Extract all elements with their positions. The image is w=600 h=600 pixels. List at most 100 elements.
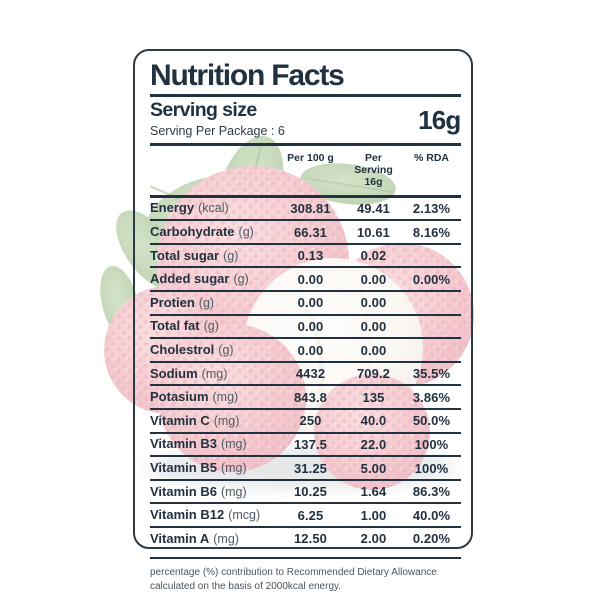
nutrient-name: Protien [150, 294, 195, 310]
nutrient-unit: (mcg) [228, 508, 261, 523]
nutrient-unit: (mg) [212, 390, 239, 405]
per-100g-value: 843.8 [293, 389, 328, 405]
per-100g-value: 31.25 [293, 460, 328, 476]
column-per-serving: Per Serving 16g [345, 153, 403, 188]
nutrient-name: Total sugar [150, 247, 220, 263]
rda-value: 8.16% [412, 224, 451, 240]
table-row: Added sugar (g) 0.00 0.00 0.00% [150, 268, 461, 293]
lychee-photo-group [100, 135, 474, 490]
table-row: Total fat (g) 0.00 0.00 [150, 316, 461, 340]
per-100g-value: 4432 [295, 366, 326, 382]
nutrient-unit: (mg) [213, 413, 240, 428]
per-100g-value: 0.00 [297, 295, 324, 311]
rda-value: 100% [414, 460, 449, 476]
serving-block: Serving size Serving Per Package : 6 16g [150, 97, 461, 140]
divider [150, 143, 461, 147]
table-row: Sodium (mg) 4432 709.2 35.5% [150, 363, 461, 387]
footnote: percentage (%) contribution to Recommend… [150, 567, 437, 593]
nutrient-unit: (g) [238, 225, 254, 240]
nutrient-label-cell: Cholestrol (g) [150, 341, 282, 359]
rda-value: 50.0% [412, 413, 451, 429]
rda-value: 35.5% [412, 366, 451, 382]
nutrient-unit: (g) [218, 343, 234, 358]
rda-value: 100% [414, 436, 449, 452]
per-serving-value: 5.00 [360, 460, 387, 476]
lychee-fruits [104, 166, 474, 490]
nutrient-label-cell: Vitamin B5 (mg) [150, 459, 282, 477]
nutrient-unit: (g) [233, 272, 249, 287]
nutrient-name: Vitamin B12 [150, 507, 225, 523]
per-100g-value: 0.00 [297, 318, 324, 334]
table-row: Vitamin B5 (mg) 31.25 5.00 100% [150, 457, 461, 481]
nutrient-name: Added sugar [150, 271, 230, 287]
serving-per-package: Serving Per Package : 6 [150, 124, 285, 139]
table-row: Vitamin A (mg) 12.50 2.00 0.20% [150, 528, 461, 550]
per-100g-value: 308.81 [290, 200, 331, 216]
nutrient-name: Energy [150, 200, 195, 216]
nutrient-label-cell: Vitamin B6 (mg) [150, 483, 282, 501]
label-title: Nutrition Facts [150, 59, 345, 92]
per-100g-value: 0.00 [297, 342, 324, 358]
nutrient-name: Vitamin A [150, 530, 210, 546]
serving-size-label: Serving size [150, 99, 257, 121]
per-100g-value: 10.25 [293, 484, 328, 500]
divider [150, 194, 461, 198]
per-100g-value: 0.00 [297, 271, 324, 287]
table-row: Vitamin B12 (mcg) 6.25 1.00 40.0% [150, 504, 461, 528]
nutrient-label-cell: Added sugar (g) [150, 270, 282, 288]
rda-value: 0.20% [412, 531, 451, 547]
table-row: Carbohydrate (g) 66.31 10.61 8.16% [150, 221, 461, 245]
nutrient-unit: (g) [198, 295, 215, 310]
divider [150, 556, 461, 560]
nutrient-label-cell: Energy (kcal) [150, 199, 282, 217]
per-serving-value: 10.61 [356, 224, 391, 240]
rda-value: 0.00% [412, 271, 451, 287]
nutrient-unit: (kcal) [198, 201, 229, 216]
per-serving-value: 0.00 [360, 271, 387, 287]
per-serving-value: 22.0 [360, 436, 387, 452]
rda-value: 2.13% [412, 200, 451, 216]
column-rda: % RDA [413, 152, 449, 165]
nutrient-name: Sodium [150, 365, 198, 381]
table-row: Vitamin B6 (mg) 10.25 1.64 86.3% [150, 481, 461, 505]
nutrient-label-cell: Sodium (mg) [150, 365, 282, 383]
column-per-serving-line1: Per Serving [354, 152, 393, 177]
per-100g-value: 250 [299, 413, 322, 429]
nutrient-name: Vitamin B5 [150, 460, 217, 476]
per-serving-value: 40.0 [360, 413, 387, 429]
nutrient-label-cell: Vitamin B3 (mg) [150, 435, 282, 453]
nutrient-unit: (mg) [220, 461, 247, 476]
nutrient-unit: (g) [223, 248, 239, 263]
nutrient-label-cell: Protien (g) [150, 294, 282, 312]
nutrient-name: Cholestrol [150, 342, 215, 358]
per-100g-value: 12.50 [293, 531, 328, 547]
table-header: Per 100 g Per Serving 16g % RDA [150, 146, 461, 191]
column-per-100g: Per 100 g [287, 152, 334, 165]
nutrient-label-cell: Vitamin C (mg) [150, 412, 282, 430]
nutrient-unit: (mg) [213, 531, 239, 546]
rda-value: 3.86% [412, 389, 451, 405]
table-row: Potasium (mg) 843.8 135 3.86% [150, 386, 461, 411]
nutrition-label: Nutrition Facts Serving size Serving Per… [133, 49, 473, 592]
nutrient-unit: (mg) [220, 484, 247, 499]
per-serving-value: 1.00 [360, 507, 387, 523]
nutrient-name: Vitamin B6 [150, 483, 217, 499]
nutrient-name: Carbohydrate [150, 224, 235, 240]
table-row: Total sugar (g) 0.13 0.02 [150, 245, 461, 269]
nutrient-label-cell: Carbohydrate (g) [150, 223, 282, 241]
column-per-serving-line2: 16g [364, 175, 383, 188]
per-serving-value: 49.41 [356, 200, 391, 216]
nutrient-unit: (g) [203, 319, 219, 334]
serving-size-value: 16g [418, 105, 461, 136]
per-serving-value: 2.00 [360, 531, 387, 547]
table-row: Protien (g) 0.00 0.00 [150, 292, 461, 316]
per-100g-value: 66.31 [293, 224, 328, 240]
per-serving-value: 0.02 [360, 248, 387, 264]
rda-value: 40.0% [412, 507, 451, 523]
divider [150, 94, 461, 97]
nutrient-label-cell: Total fat (g) [150, 317, 282, 335]
per-serving-value: 0.00 [360, 318, 387, 334]
nutrient-name: Total fat [150, 318, 200, 334]
